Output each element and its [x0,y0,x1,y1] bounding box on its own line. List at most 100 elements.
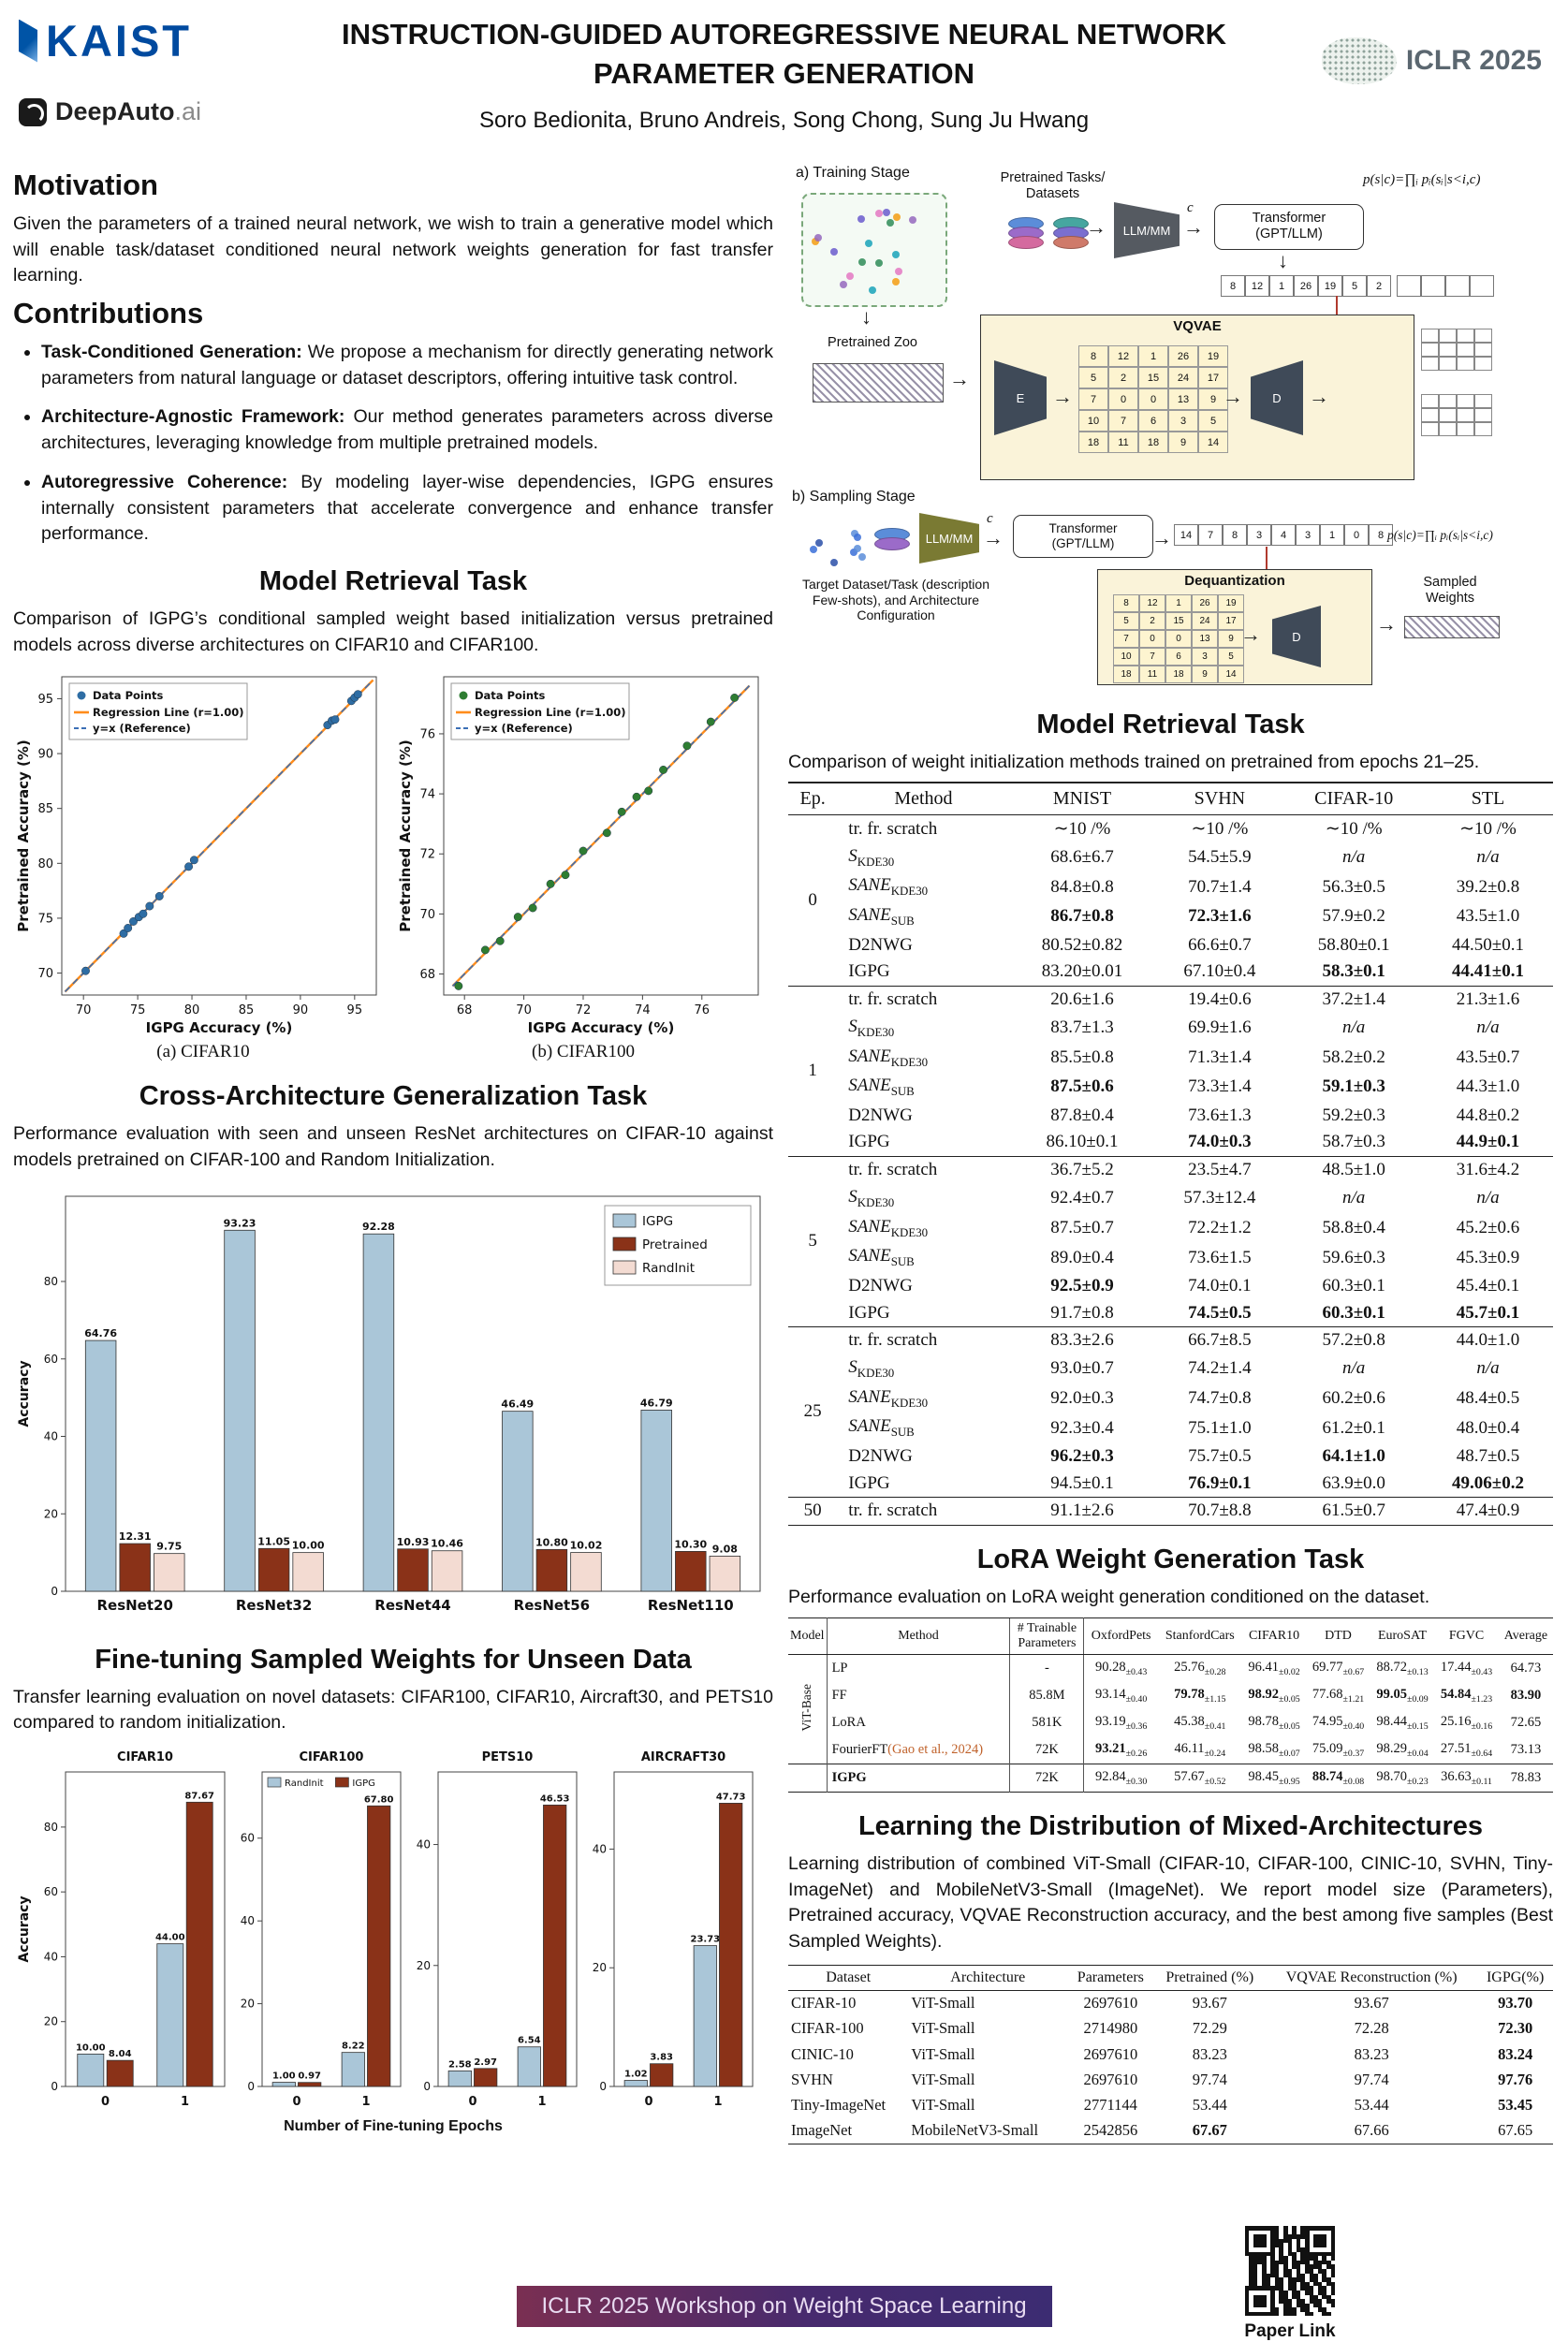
qr-module [1292,2256,1297,2261]
qr-module [1283,2277,1288,2282]
svg-text:20: 20 [241,1998,255,2011]
token-cell: 2 [1367,275,1391,297]
value-cell: 69.9±1.6 [1188,1017,1252,1038]
value-cell: 72.29 [1192,2019,1227,2038]
molecule-dot-icon [814,233,823,242]
paper-link-block: Paper Link [1234,2226,1346,2342]
qr-module [1244,2268,1250,2274]
value-cell: 43.5±1.0 [1456,906,1520,927]
value-cell: 44.9±0.1 [1456,1132,1520,1152]
qr-module [1300,2277,1306,2282]
qr-module [1296,2251,1301,2257]
method-cell: tr. fr. scratch [848,818,938,839]
qr-module [1317,2264,1323,2269]
deepauto-logo-text: DeepAuto.ai [55,97,201,126]
qr-module [1300,2281,1306,2287]
molecule-dot-icon [893,213,901,222]
value-cell: 58.80±0.1 [1317,934,1390,955]
qr-module [1257,2268,1263,2274]
qr-module [1249,2294,1253,2300]
svg-text:ResNet20: ResNet20 [96,1597,172,1614]
qr-module [1309,2273,1314,2278]
svg-text:40: 40 [241,1914,255,1927]
value-cell: SVHN [791,2070,833,2088]
qr-module [1249,2299,1253,2304]
value-cell: 75.09±0.37 [1312,1741,1365,1760]
qr-module [1330,2286,1336,2291]
value-cell: 53.45 [1498,2096,1533,2115]
value-cell: 99.05±0.09 [1376,1687,1429,1705]
method-cell: LoRA [831,1715,866,1731]
qr-module [1249,2277,1253,2282]
svg-text:72: 72 [419,848,435,862]
kaist-logo-icon [19,19,37,63]
token-cell: 9 [1198,388,1228,410]
mixed-table-row: CIFAR-10 ViT-Small 2697610 93.67 93.67 93.70 [788,1990,1553,2016]
epoch-table-row: D2NWG 92.5±0.9 74.0±0.1 60.3±0.1 45.4±0.1 [788,1272,1553,1299]
qr-module [1244,2303,1250,2308]
epoch-table-row: SANESUB 86.7±0.8 72.3±1.6 57.9±0.2 43.5±1.0 [788,902,1553,932]
qr-module [1292,2230,1297,2235]
qr-module [1270,2260,1275,2265]
subcaption-cifar10: (a) CIFAR10 [156,1042,250,1062]
method-cell: tr. fr. scratch [848,1160,938,1180]
svg-text:74: 74 [419,788,435,802]
qr-module [1305,2294,1310,2300]
token-cell: 14 [1174,524,1198,546]
qr-module [1330,2311,1336,2317]
qr-module [1244,2243,1250,2247]
svg-text:2.97: 2.97 [474,2057,497,2068]
target-dataset-cylinder-icon [874,528,910,550]
token-cell: 3 [1168,410,1198,432]
molecule-dot-icon [857,214,866,223]
value-cell: 75.1±1.0 [1188,1417,1252,1438]
value-cell: 76.9±0.1 [1188,1472,1252,1493]
token-cell: 19 [1318,275,1342,297]
column-header: CIFAR10 [1241,1617,1307,1656]
epoch-table-row: IGPG 94.5±0.1 76.9±0.1 63.9±0.0 49.06±0.2 [788,1470,1553,1497]
qr-module [1300,2299,1306,2304]
qr-module [1279,2226,1284,2231]
retrieval-left-heading: Model Retrieval Task [258,565,528,596]
params-cell: 85.8M [1009,1682,1085,1710]
qr-module [1292,2247,1297,2252]
svg-text:11.05: 11.05 [257,1535,290,1547]
token-cell [1457,394,1474,408]
qr-module [1305,2256,1310,2261]
qr-module [1279,2277,1284,2282]
qr-module [1296,2286,1301,2291]
value-cell: 31.6±4.2 [1456,1160,1520,1180]
qr-module [1300,2307,1306,2312]
value-cell: 74.95±0.40 [1312,1714,1365,1733]
arrow-down-icon: ↓ [1278,249,1288,272]
molecule-dot-icon [891,251,900,258]
value-cell: 2697610 [1083,2070,1138,2088]
qr-module [1262,2243,1267,2247]
epoch-table-row: D2NWG 87.8±0.4 73.6±1.3 59.2±0.3 44.8±0.2 [788,1102,1553,1129]
qr-module [1249,2286,1253,2291]
value-cell: CIFAR-100 [791,2019,864,2038]
qr-module [1313,2256,1318,2261]
encoder-block: E [994,360,1047,435]
database-cylinder-icon [1008,217,1044,249]
dequantization-box: Dequantization 8 12 1 26 19 5 2 15 24 17 7 0 0 13 9 10 7… [1097,569,1372,685]
value-cell: 70.7±8.8 [1188,1500,1252,1521]
token-cell: 8 [1078,345,1108,367]
value-cell: 92.5±0.9 [1050,1275,1114,1295]
qr-module [1313,2281,1318,2287]
qr-module [1326,2311,1331,2317]
qr-module [1253,2264,1258,2269]
value-cell: ViT-Small [911,2070,975,2088]
qr-module [1262,2234,1267,2239]
qr-module [1322,2226,1326,2231]
value-cell: 44.50±0.1 [1452,934,1524,955]
pretrained-zoo-weights-icon [813,363,944,403]
qr-module [1322,2311,1326,2317]
epoch-table-row: 5 tr. fr. scratch 36.7±5.2 23.5±4.7 48.5±1.0… [788,1156,1553,1251]
value-cell: n/a [1476,1358,1500,1379]
svg-text:Data Points: Data Points [475,689,546,702]
qr-module [1300,2268,1306,2274]
qr-module [1287,2303,1293,2308]
qr-module [1266,2281,1271,2287]
qr-module [1322,2273,1326,2278]
